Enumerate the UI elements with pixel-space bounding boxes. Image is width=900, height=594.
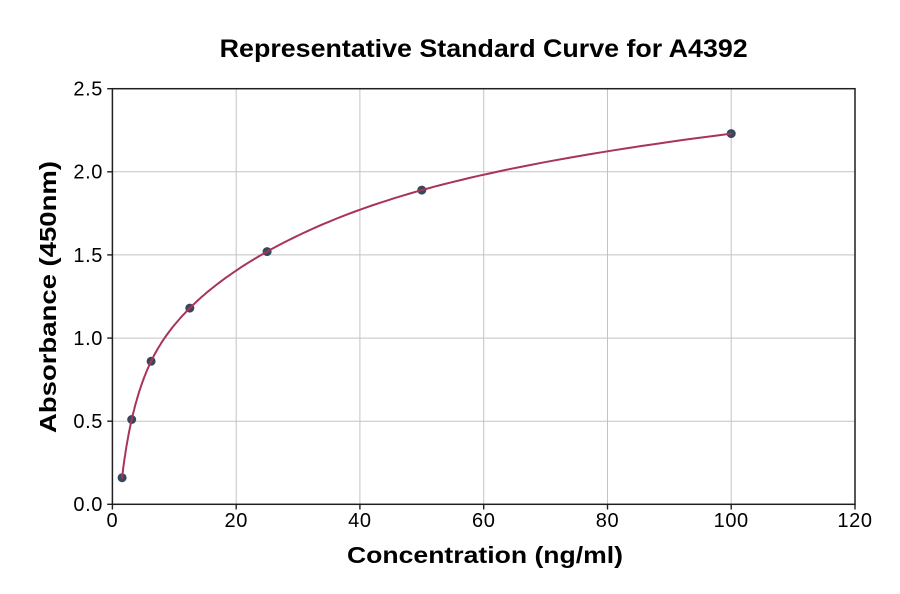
svg-text:2.0: 2.0 xyxy=(73,162,103,184)
svg-text:60: 60 xyxy=(472,510,495,532)
svg-text:120: 120 xyxy=(837,510,872,532)
svg-text:80: 80 xyxy=(596,510,619,532)
svg-text:Representative Standard Curve: Representative Standard Curve for A4392 xyxy=(220,35,748,63)
svg-text:1.5: 1.5 xyxy=(73,245,103,267)
svg-text:0: 0 xyxy=(107,510,119,532)
svg-text:Absorbance (450nm): Absorbance (450nm) xyxy=(35,161,61,433)
svg-text:1.0: 1.0 xyxy=(73,328,103,350)
svg-text:2.5: 2.5 xyxy=(73,79,103,101)
svg-text:0.5: 0.5 xyxy=(73,411,103,433)
svg-text:Concentration (ng/ml): Concentration (ng/ml) xyxy=(347,542,623,568)
svg-text:40: 40 xyxy=(348,510,371,532)
svg-text:20: 20 xyxy=(224,510,247,532)
svg-text:100: 100 xyxy=(714,510,749,532)
svg-text:0.0: 0.0 xyxy=(73,494,103,516)
